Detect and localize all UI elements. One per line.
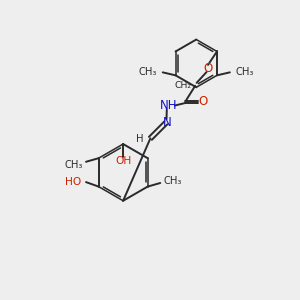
Text: NH: NH (160, 99, 177, 112)
Text: N: N (163, 116, 172, 129)
Text: O: O (203, 62, 213, 75)
Text: OH: OH (115, 156, 131, 166)
Text: CH₃: CH₃ (236, 68, 254, 77)
Text: HO: HO (65, 177, 81, 187)
Text: CH₃: CH₃ (65, 160, 83, 170)
Text: CH₂: CH₂ (175, 81, 192, 90)
Text: CH₃: CH₃ (163, 176, 182, 186)
Text: CH₃: CH₃ (138, 68, 157, 77)
Text: H: H (136, 134, 144, 144)
Text: O: O (198, 95, 207, 108)
